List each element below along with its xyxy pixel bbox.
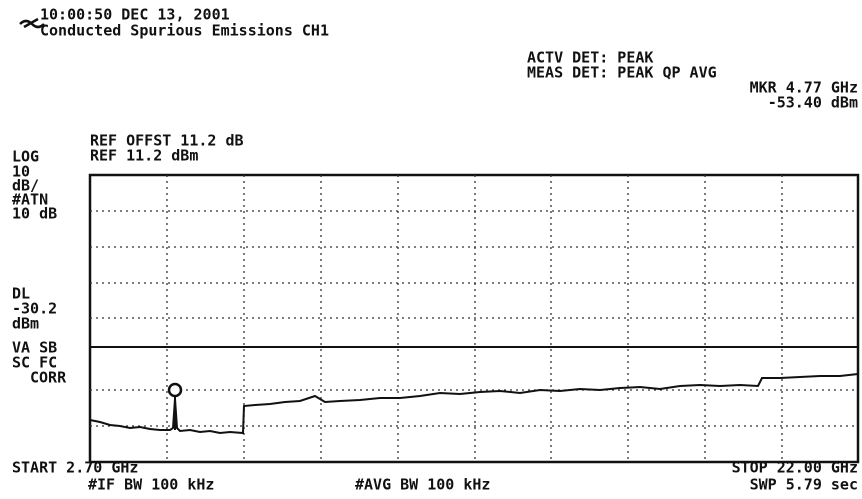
grid-horizontal: [90, 210, 858, 427]
avg-bw: #AVG BW 100 kHz: [355, 476, 490, 494]
side-label: 10 dB: [12, 205, 57, 223]
sweep-time: SWP 5.79 sec: [750, 476, 858, 494]
meas-det: MEAS DET: PEAK QP AVG: [527, 64, 717, 82]
marker: [167, 382, 183, 398]
side-label: SC FC: [12, 354, 57, 372]
side-label: #ATN: [12, 191, 48, 209]
graticule: [88, 173, 860, 464]
stop-freq: STOP 22.00 GHz: [732, 459, 858, 477]
timestamp: 10:00:50 DEC 13, 2001: [40, 6, 230, 24]
side-label: dBm: [12, 315, 39, 333]
ref-offset: REF OFFST 11.2 dB: [90, 132, 244, 150]
trace: [89, 373, 859, 435]
side-label: 10: [12, 163, 30, 181]
logo: [19, 17, 45, 29]
side-label: LOG: [12, 148, 39, 166]
side-label: CORR: [30, 369, 67, 387]
ref-level: REF 11.2 dBm: [90, 147, 198, 165]
side-labels: LOG 10 dB/ #ATN 10 dB DL -30.2 dBm VA SB…: [12, 148, 67, 387]
screen-title: Conducted Spurious Emissions CH1: [40, 22, 329, 40]
side-label: -30.2: [12, 300, 57, 318]
actv-det: ACTV DET: PEAK: [527, 49, 653, 67]
start-freq: START 2.70 GHz: [12, 459, 138, 477]
side-label: DL: [12, 285, 30, 303]
side-label: VA SB: [12, 339, 57, 357]
if-bw: #IF BW 100 kHz: [88, 476, 214, 494]
side-label: dB/: [12, 177, 39, 195]
marker-level: -53.40 dBm: [768, 94, 858, 112]
marker-freq: MKR 4.77 GHz: [750, 79, 858, 97]
